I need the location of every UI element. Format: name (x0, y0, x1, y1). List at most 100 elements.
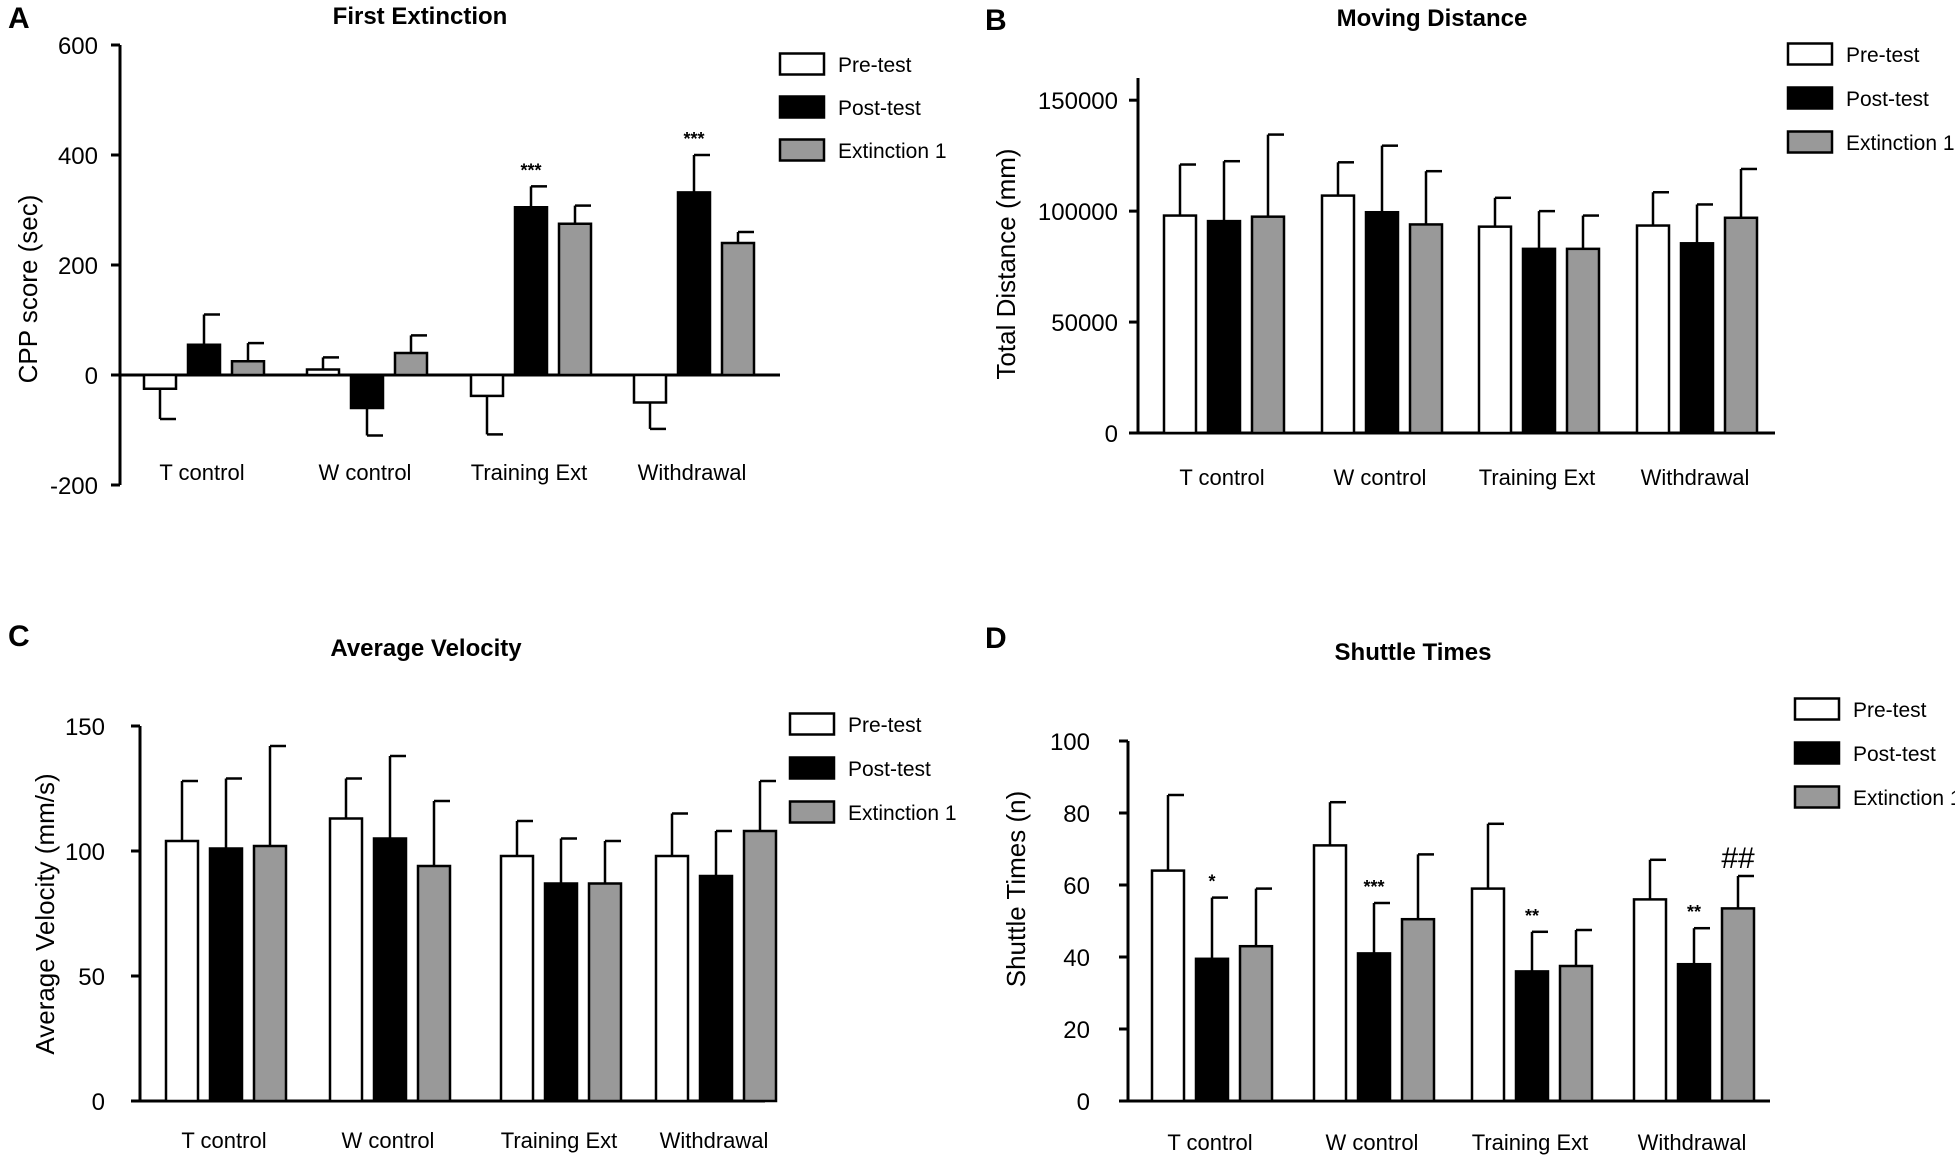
legend: Pre-test Post-test Extinction 1 (1793, 697, 1955, 810)
y-axis-label: Average Velocity (mm/s) (30, 773, 60, 1054)
legend-swatch-ext (1793, 785, 1841, 809)
chart-title: Shuttle Times (1335, 639, 1492, 666)
x-tick-label: Withdrawal (1638, 1130, 1747, 1155)
bar-pre (632, 373, 668, 404)
bar-pre (1470, 887, 1506, 1103)
y-tick-label: 60 (1063, 873, 1090, 900)
bar-pre (1477, 225, 1513, 435)
panel-letter: D (985, 622, 1007, 655)
y-axis-label: CPP score (sec) (13, 195, 43, 384)
bar-ext (252, 844, 288, 1103)
bar-post (1356, 952, 1392, 1103)
x-tick-label: T control (1167, 1130, 1252, 1155)
panel-D: D Shuttle Times 100 80 60 40 20 0 Shuttle Times … (985, 622, 1955, 1155)
significance-marker: ** (1687, 902, 1701, 922)
legend-label: Post-test (1853, 743, 1936, 766)
bar-post (186, 343, 222, 377)
bar-post (1514, 970, 1550, 1103)
bar-post (513, 206, 549, 377)
legend-swatch-post (778, 95, 826, 119)
x-tick-label: Training Ext (1472, 1130, 1589, 1155)
bar-ext (1238, 944, 1274, 1103)
legend-swatch-post (788, 756, 836, 780)
x-tick-label: T control (181, 1128, 266, 1153)
bar-pre (328, 817, 364, 1103)
bar-pre (1632, 898, 1668, 1103)
bar-post (676, 191, 712, 377)
x-tick-label: Withdrawal (660, 1128, 769, 1153)
bar-pre (1150, 869, 1186, 1103)
legend-label: Extinction 1 (1853, 787, 1955, 810)
bar-ext (1720, 907, 1756, 1103)
bar-post (1206, 219, 1242, 435)
x-tick-label: W control (319, 460, 412, 485)
significance-marker: *** (1363, 877, 1384, 897)
y-tick-label: 40 (1063, 945, 1090, 972)
panel-letter: C (8, 620, 30, 653)
legend-label: Post-test (848, 758, 931, 781)
bar-pre (499, 854, 535, 1103)
bar-ext (1250, 215, 1286, 435)
legend-label: Post-test (1846, 88, 1929, 111)
bar-ext (720, 241, 756, 377)
x-tick-label: Training Ext (1479, 465, 1596, 490)
x-tick-label: W control (1326, 1130, 1419, 1155)
legend-label: Extinction 1 (838, 140, 947, 163)
bar-post (349, 373, 385, 410)
y-tick-label: 50000 (1051, 310, 1118, 337)
legend-swatch-pre (788, 712, 836, 736)
y-tick-label: 80 (1063, 801, 1090, 828)
bar-post (372, 837, 408, 1103)
bar-pre (1162, 214, 1198, 435)
bar-ext (1723, 216, 1759, 435)
y-tick-label: 200 (58, 253, 98, 280)
y-tick-label: 600 (58, 33, 98, 60)
bar-ext (230, 360, 266, 377)
legend-label: Extinction 1 (1846, 132, 1955, 155)
bar-pre (305, 368, 341, 377)
bar-pre (469, 373, 505, 398)
bar-pre (1320, 194, 1356, 435)
chart-title: Average Velocity (330, 635, 522, 662)
y-tick-label: 150 (65, 714, 105, 741)
legend-label: Pre-test (1846, 44, 1920, 67)
y-tick-label: 100000 (1038, 199, 1118, 226)
bar-post (1676, 962, 1712, 1103)
legend-label: Post-test (838, 97, 921, 120)
legend-swatch-post (1793, 741, 1841, 765)
legend-label: Pre-test (848, 714, 922, 737)
legend: Pre-test Post-test Extinction 1 (788, 712, 957, 825)
y-tick-label: 150000 (1038, 88, 1118, 115)
y-tick-label: 0 (92, 1089, 105, 1116)
bar-ext (416, 864, 452, 1103)
bar-ext (557, 222, 593, 377)
x-tick-label: T control (1179, 465, 1264, 490)
bar-ext (587, 882, 623, 1103)
bar-ext (393, 351, 429, 377)
legend-swatch-ext (788, 800, 836, 824)
legend: Pre-test Post-test Extinction 1 (1786, 42, 1955, 155)
bar-ext (1400, 917, 1436, 1103)
y-tick-label: 50 (78, 964, 105, 991)
bar-post (1679, 242, 1715, 435)
significance-marker: ## (1721, 842, 1755, 875)
x-tick-label: Training Ext (471, 460, 588, 485)
y-tick-label: 100 (1050, 729, 1090, 756)
bar-post (208, 847, 244, 1103)
bar-ext (1565, 247, 1601, 435)
y-tick-label: 100 (65, 839, 105, 866)
x-tick-label: Withdrawal (1641, 465, 1750, 490)
bar-pre (142, 373, 178, 390)
bar-pre (164, 839, 200, 1103)
legend-swatch-pre (1793, 697, 1841, 721)
legend: Pre-test Post-test Extinction 1 (778, 52, 947, 163)
legend-swatch-pre (1786, 42, 1834, 66)
y-tick-label: 0 (1077, 1089, 1090, 1116)
panel-B: B Moving Distance 150000 100000 50000 0 Total … (985, 4, 1955, 490)
y-tick-label: 0 (85, 363, 98, 390)
y-tick-label: 20 (1063, 1017, 1090, 1044)
y-tick-label: 0 (1105, 421, 1118, 448)
legend-label: Pre-test (1853, 699, 1927, 722)
bar-post (1364, 210, 1400, 435)
x-tick-label: W control (1334, 465, 1427, 490)
